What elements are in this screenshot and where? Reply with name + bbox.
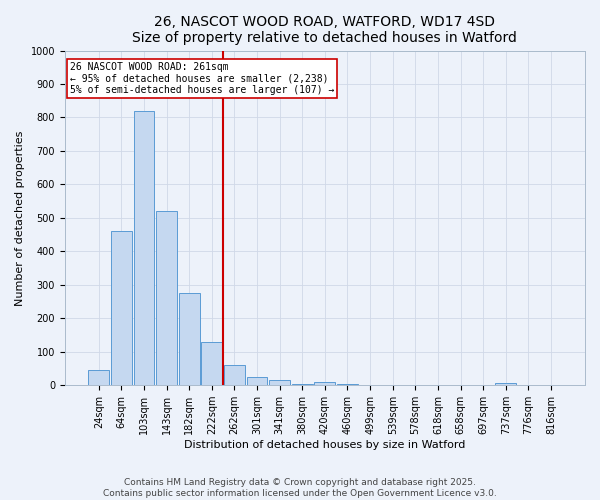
- Bar: [292, 384, 313, 385]
- Bar: [360, 384, 380, 385]
- Bar: [405, 384, 426, 385]
- Bar: [269, 380, 290, 385]
- Bar: [111, 232, 132, 385]
- Text: Contains HM Land Registry data © Crown copyright and database right 2025.
Contai: Contains HM Land Registry data © Crown c…: [103, 478, 497, 498]
- Bar: [156, 211, 177, 385]
- Bar: [202, 342, 222, 385]
- Text: 26 NASCOT WOOD ROAD: 261sqm
← 95% of detached houses are smaller (2,238)
5% of s: 26 NASCOT WOOD ROAD: 261sqm ← 95% of det…: [70, 62, 334, 96]
- Bar: [134, 111, 154, 385]
- Bar: [337, 384, 358, 385]
- Bar: [247, 377, 268, 385]
- Bar: [88, 370, 109, 385]
- Title: 26, NASCOT WOOD ROAD, WATFORD, WD17 4SD
Size of property relative to detached ho: 26, NASCOT WOOD ROAD, WATFORD, WD17 4SD …: [133, 15, 517, 45]
- Bar: [179, 293, 200, 385]
- Bar: [224, 365, 245, 385]
- Bar: [496, 382, 516, 385]
- X-axis label: Distribution of detached houses by size in Watford: Distribution of detached houses by size …: [184, 440, 466, 450]
- Y-axis label: Number of detached properties: Number of detached properties: [15, 130, 25, 306]
- Bar: [314, 382, 335, 385]
